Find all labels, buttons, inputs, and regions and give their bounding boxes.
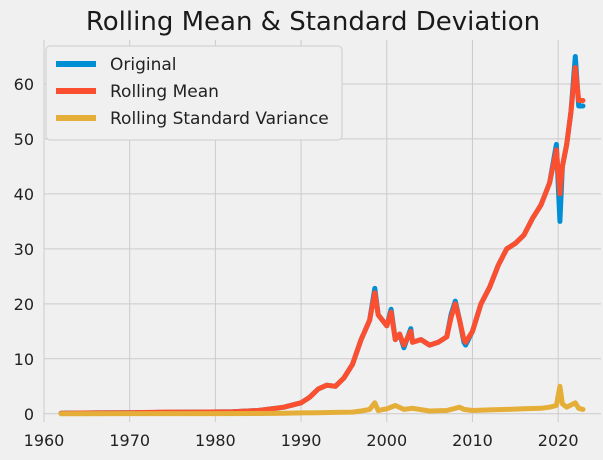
legend-label-original: Original	[110, 55, 177, 75]
x-tick-label: 2000	[366, 431, 407, 450]
y-tick-label: 40	[14, 185, 34, 204]
legend: Original Rolling Mean Rolling Standard V…	[45, 45, 343, 141]
x-tick-label: 1970	[109, 431, 150, 450]
x-tick-label: 1980	[195, 431, 236, 450]
y-tick-label: 0	[24, 405, 34, 424]
y-tick-label: 20	[14, 295, 34, 314]
x-tick-label: 2020	[538, 431, 579, 450]
legend-label-rolling-mean: Rolling Mean	[110, 82, 219, 102]
legend-box	[45, 45, 343, 141]
series-rolling-std-line	[58, 383, 586, 417]
y-tick-label: 50	[14, 130, 34, 149]
y-tick-label: 30	[14, 240, 34, 259]
series-layer	[58, 54, 586, 417]
chart-title: Rolling Mean & Standard Deviation	[86, 7, 540, 37]
x-tick-label: 1960	[24, 431, 65, 450]
x-tick-label: 1990	[281, 431, 322, 450]
legend-label-rolling-std: Rolling Standard Variance	[110, 109, 329, 129]
x-axis-ticks: 1960 1970 1980 1990 2000 2010 2020	[24, 431, 579, 450]
y-tick-label: 10	[14, 350, 34, 369]
y-tick-label: 60	[14, 75, 34, 94]
series-rolling-mean-line	[58, 65, 586, 416]
x-tick-label: 2010	[452, 431, 493, 450]
y-axis-ticks: 0 10 20 30 40 50 60	[14, 75, 34, 424]
